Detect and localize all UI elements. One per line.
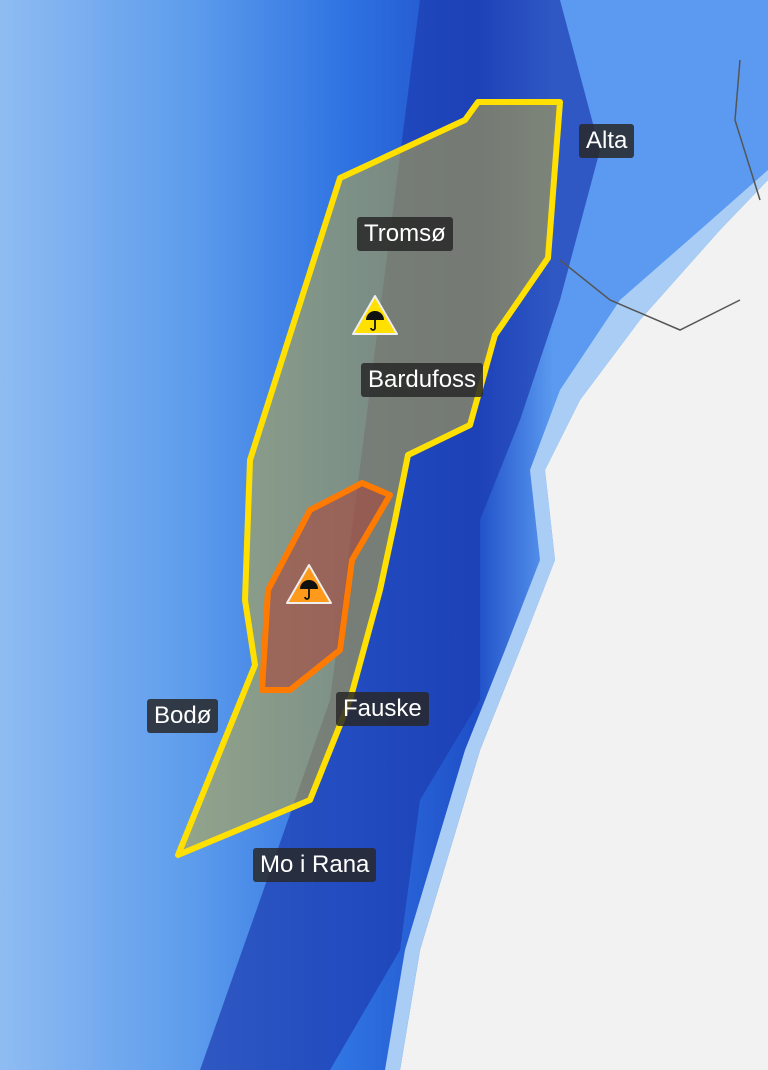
umbrella-icon [300,580,318,600]
place-label-fauske[interactable]: Fauske [336,692,429,726]
place-label-bodo[interactable]: Bodø [147,699,219,733]
place-label-bardufoss[interactable]: Bardufoss [361,363,484,397]
place-label-mo-i-rana[interactable]: Mo i Rana [253,848,377,882]
place-label-alta[interactable]: Alta [579,124,635,158]
place-label-tromso[interactable]: Tromsø [357,217,453,251]
yellow-warning-icon[interactable] [352,295,398,335]
orange-warning-icon[interactable] [286,564,332,604]
orange-warning-area[interactable] [259,480,393,693]
coastline [559,59,761,331]
umbrella-icon [366,311,384,331]
dry-land-area [400,180,768,1070]
